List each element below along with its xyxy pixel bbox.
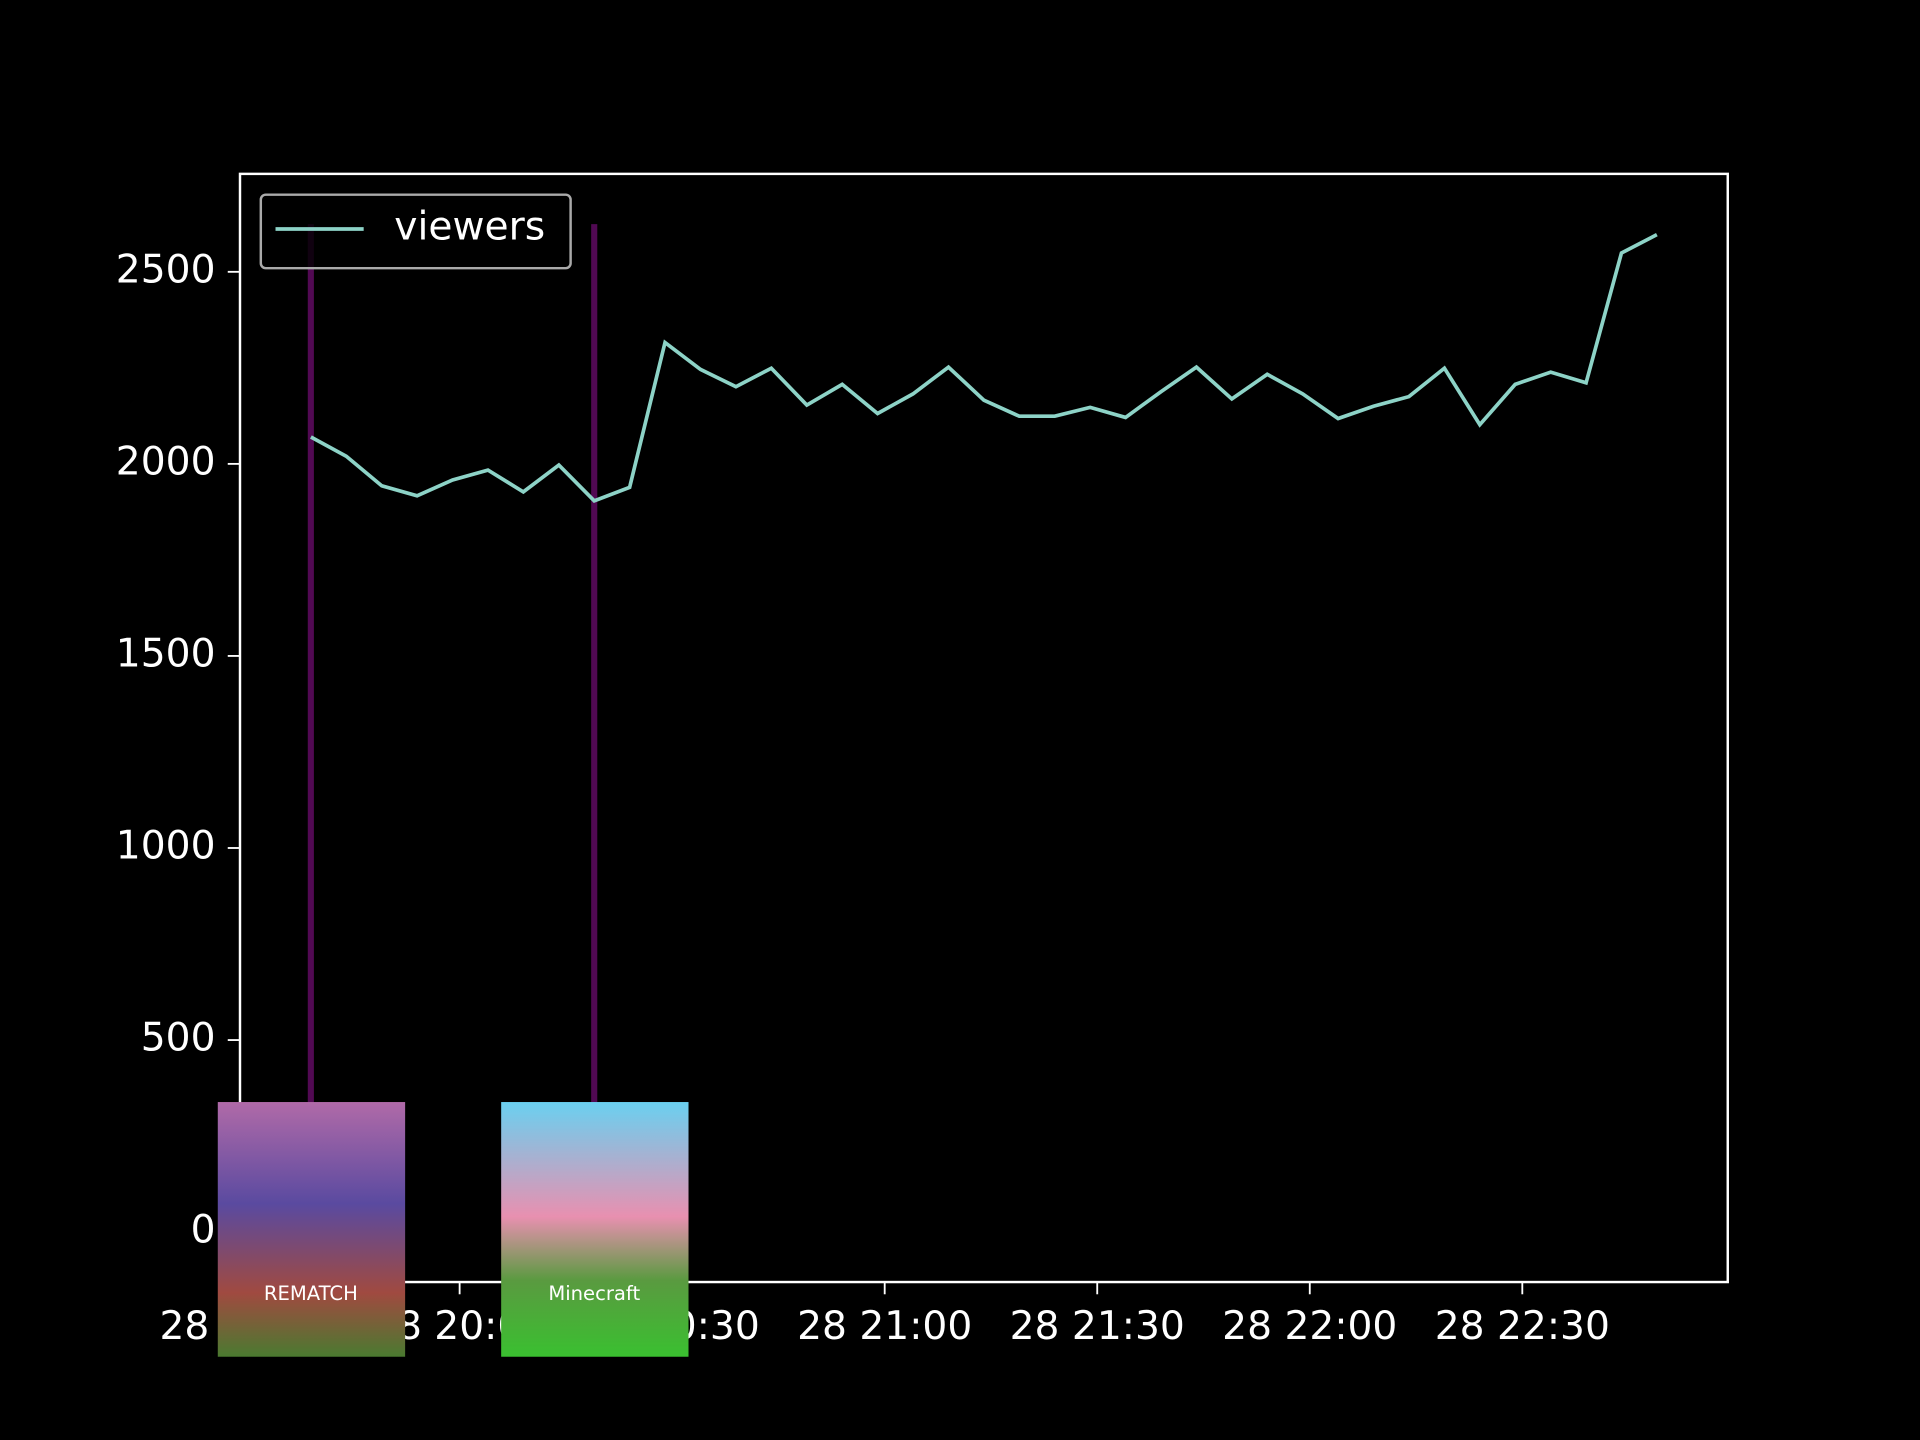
y-tick-label: 1000 — [116, 823, 216, 868]
y-tick-label: 500 — [141, 1016, 216, 1061]
legend-label: viewers — [394, 204, 545, 249]
legend-box — [259, 193, 572, 270]
y-tick-label: 1500 — [116, 631, 216, 676]
x-tick-label: 28 22:00 — [1222, 1304, 1397, 1349]
annotation-label: Minecraft — [548, 1282, 640, 1305]
annotation-label: REMATCH — [264, 1282, 358, 1305]
x-tick-label: 28 21:00 — [797, 1304, 972, 1349]
annotation-image — [501, 1102, 689, 1357]
y-tick-label: 2500 — [116, 247, 216, 292]
y-tick-label: 2000 — [116, 439, 216, 484]
x-tick-label: 28 21:30 — [1010, 1304, 1185, 1349]
plot-frame — [238, 172, 1729, 1284]
x-tick-label: 28 22:30 — [1435, 1304, 1610, 1349]
y-tick-label: 0 — [191, 1208, 216, 1253]
annotation-image — [217, 1102, 406, 1357]
series-line — [310, 232, 1658, 503]
